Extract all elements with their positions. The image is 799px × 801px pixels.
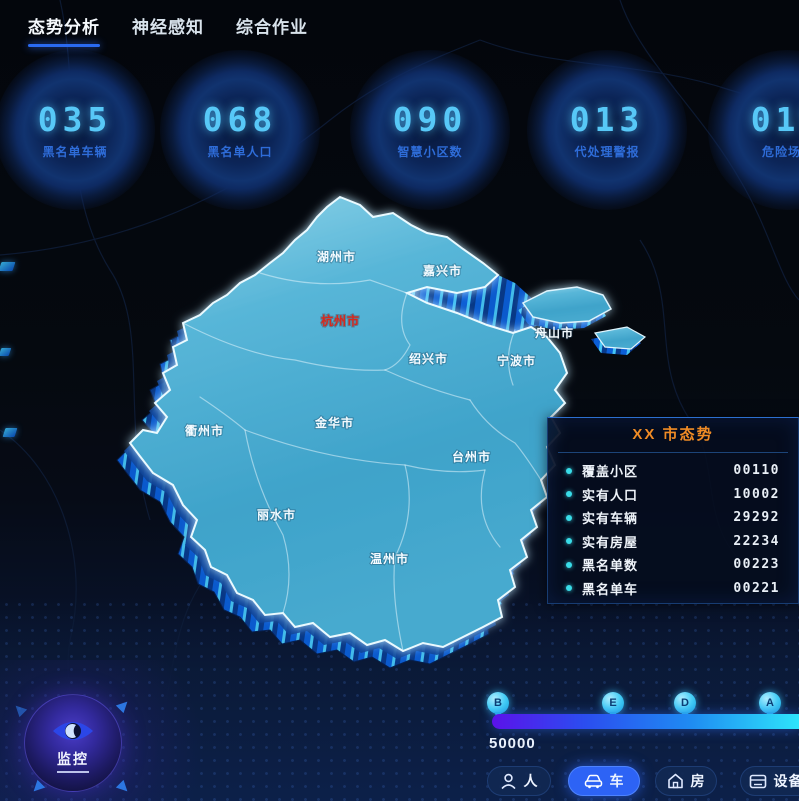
pin-label: E xyxy=(609,697,617,709)
filter-button-vehicle[interactable]: 车 xyxy=(568,766,640,796)
top-nav: 态势分析 神经感知 综合作业 xyxy=(28,13,308,47)
stat-label: 黑名单人口 xyxy=(207,145,273,159)
slider-pin-e[interactable]: E xyxy=(602,692,624,719)
panel-row-actual-houses: 实有房屋 22234 xyxy=(566,530,780,554)
corner-triangle xyxy=(116,698,132,714)
panel-row-actual-vehicles: 实有车辆 29292 xyxy=(566,506,780,530)
slider-pin-b[interactable]: B xyxy=(487,692,509,719)
row-value: 00221 xyxy=(733,580,780,596)
filter-button-house[interactable]: 房 xyxy=(655,766,717,796)
panel-row-actual-population: 实有人口 10002 xyxy=(566,483,780,507)
city-label-hangzhou: 杭州市 xyxy=(321,313,360,328)
island-zhoushan[interactable] xyxy=(521,286,613,324)
row-label: 实有车辆 xyxy=(582,511,639,527)
stat-blacklist-population: 068 黑名单人口 xyxy=(160,50,320,210)
filter-button-device[interactable]: 设备 xyxy=(740,766,799,796)
stat-smart-communities: 090 智慧小区数 xyxy=(350,50,510,210)
filter-button-person[interactable]: 人 xyxy=(487,766,551,796)
row-label: 黑名单车 xyxy=(582,581,639,597)
stat-pending-alerts: 013 代处理警报 xyxy=(527,50,687,210)
bullet-dot xyxy=(566,491,572,498)
row-label: 实有房屋 xyxy=(582,534,639,550)
city-label-lishui: 丽水市 xyxy=(257,507,296,522)
bullet-dot xyxy=(566,585,572,592)
tab-situation-analysis[interactable]: 态势分析 xyxy=(28,13,100,47)
city-situation-panel: XX 市态势 覆盖小区 00110 实有人口 10002 实有车辆 29292 … xyxy=(547,417,799,604)
panel-rows: 覆盖小区 00110 实有人口 10002 实有车辆 29292 实有房屋 22… xyxy=(548,453,798,600)
city-label-jinhua: 金华市 xyxy=(314,415,354,430)
row-value: 00223 xyxy=(733,557,780,573)
city-label-wenzhou: 温州市 xyxy=(370,551,409,566)
province-map: 湖州市 嘉兴市 杭州市 绍兴市 宁波市 舟山市 衢州市 金华市 台州市 丽水市 … xyxy=(116,195,647,669)
city-label-ningbo: 宁波市 xyxy=(497,353,536,368)
gradient-range-slider[interactable] xyxy=(492,714,799,729)
device-icon xyxy=(749,774,766,788)
panel-row-blacklist-vehicles: 黑名单车 00221 xyxy=(566,577,780,601)
house-icon xyxy=(667,773,683,789)
row-value: 00110 xyxy=(733,463,780,479)
corner-triangle xyxy=(12,702,28,718)
row-label: 实有人口 xyxy=(582,487,639,503)
stat-value: 035 xyxy=(37,100,113,139)
filter-label: 人 xyxy=(523,773,539,789)
city-label-taizhou: 台州市 xyxy=(452,449,491,464)
person-icon xyxy=(501,773,515,789)
monitor-widget: 监控 xyxy=(14,692,132,798)
stat-value: 013 xyxy=(569,100,645,139)
city-boundaries xyxy=(182,272,542,652)
bullet-dot xyxy=(566,561,572,568)
slider-pin-d[interactable]: D xyxy=(674,692,696,719)
row-value: 29292 xyxy=(733,510,780,526)
filter-label: 设备 xyxy=(773,773,799,789)
panel-divider xyxy=(558,452,788,453)
stat-value: 090 xyxy=(392,100,468,139)
stat-value: 019 xyxy=(750,100,799,139)
city-label-shaoxing: 绍兴市 xyxy=(409,351,448,366)
stat-value: 068 xyxy=(202,100,278,139)
stat-label: 黑名单车辆 xyxy=(42,145,108,159)
tab-neural-perception[interactable]: 神经感知 xyxy=(132,18,204,37)
eye-icon xyxy=(53,722,93,740)
stat-blacklist-vehicles: 035 黑名单车辆 xyxy=(0,50,155,210)
car-icon xyxy=(584,774,602,788)
corner-triangle xyxy=(116,780,132,796)
city-label-huzhou: 湖州市 xyxy=(317,249,356,264)
city-label-zhoushan: 舟山市 xyxy=(535,325,574,340)
monitor-label: 监控 xyxy=(57,749,89,773)
city-label-jiaxing: 嘉兴市 xyxy=(422,263,462,278)
bullet-dot xyxy=(566,467,572,474)
row-value: 22234 xyxy=(733,533,780,549)
stat-label: 危险场所 xyxy=(761,145,799,159)
panel-row-blacklist-count: 黑名单数 00223 xyxy=(566,553,780,577)
filter-label: 房 xyxy=(690,773,706,789)
bay-stripes xyxy=(407,275,553,333)
pin-label: D xyxy=(681,697,689,709)
pin-label: A xyxy=(766,697,774,709)
panel-title: XX 市态势 xyxy=(632,426,714,443)
stat-label: 智慧小区数 xyxy=(397,145,463,159)
panel-row-covered-communities: 覆盖小区 00110 xyxy=(566,459,780,483)
pin-label: B xyxy=(494,697,502,709)
slider-value-label: 50000 xyxy=(489,735,536,752)
bullet-dot xyxy=(566,538,572,545)
city-label-quzhou: 衢州市 xyxy=(185,423,224,438)
city-labels: 湖州市 嘉兴市 杭州市 绍兴市 宁波市 舟山市 衢州市 金华市 台州市 丽水市 … xyxy=(184,248,574,567)
row-label: 覆盖小区 xyxy=(582,464,639,480)
island-small[interactable] xyxy=(593,326,647,350)
tab-integrated-operations[interactable]: 综合作业 xyxy=(236,18,308,37)
monitor-button[interactable]: 监控 xyxy=(24,694,122,792)
bullet-dot xyxy=(566,514,572,521)
row-label: 黑名单数 xyxy=(582,558,639,574)
slider-pin-a[interactable]: A xyxy=(759,692,781,719)
stat-label: 代处理警报 xyxy=(574,145,640,159)
row-value: 10002 xyxy=(733,486,780,502)
filter-label: 车 xyxy=(609,773,625,789)
